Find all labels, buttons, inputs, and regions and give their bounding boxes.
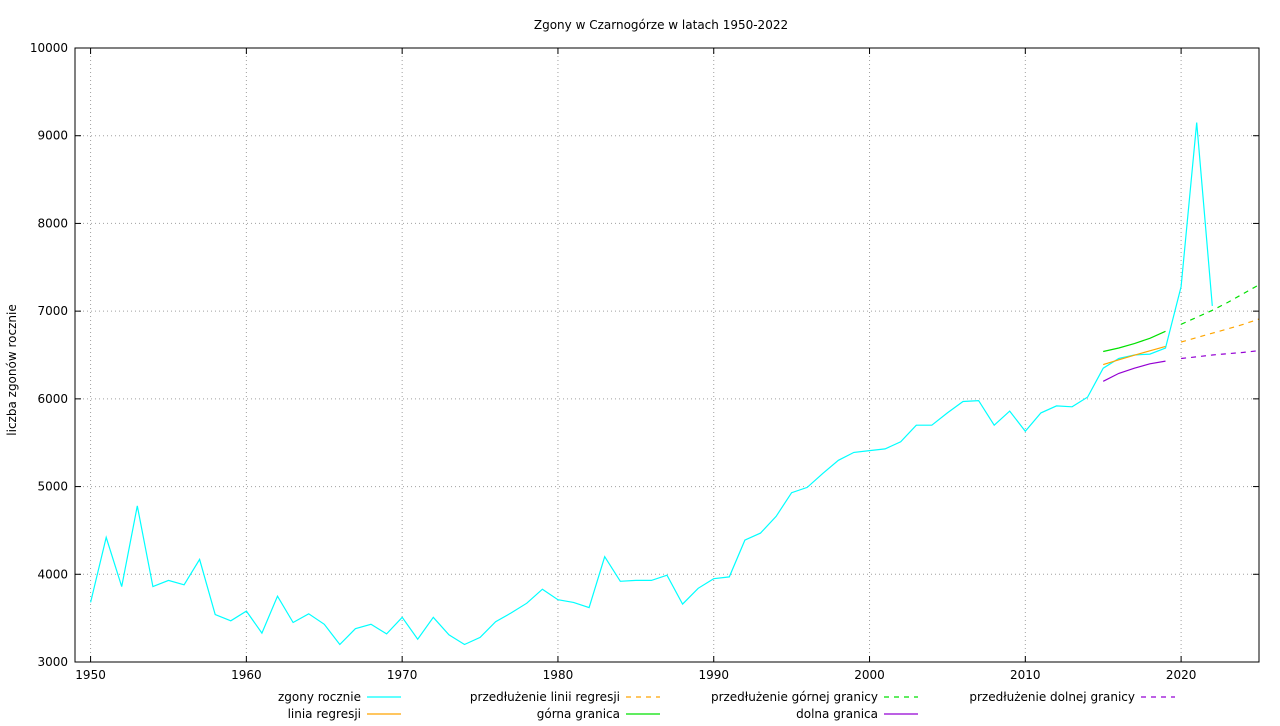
- legend-label: przedłużenie dolnej granicy: [969, 690, 1135, 704]
- legend-label: linia regresji: [288, 707, 361, 721]
- series-line-3: [1180, 318, 1260, 343]
- x-tick-label: 1990: [698, 668, 729, 682]
- series: [90, 122, 1260, 646]
- plot-frame: [74, 47, 1260, 663]
- y-axis-label: liczba zgonów rocznie: [5, 304, 19, 435]
- legend-label: górna granica: [537, 707, 620, 721]
- series-line-1: [90, 122, 1213, 646]
- legend-label: dolna granica: [796, 707, 878, 721]
- legend-label: przedłużenie linii regresji: [470, 690, 620, 704]
- legend-label: przedłużenie górnej granicy: [711, 690, 878, 704]
- x-tick-label: 2010: [1010, 668, 1041, 682]
- y-tick-label: 4000: [37, 567, 68, 581]
- x-tick-label: 1960: [231, 668, 262, 682]
- series-line-2: [1103, 345, 1166, 366]
- grid: [75, 47, 1259, 663]
- legend-label: zgony rocznie: [278, 690, 361, 704]
- x-tick-label: 1970: [387, 668, 418, 682]
- y-tick-label: 3000: [37, 655, 68, 669]
- x-tick-label: 2000: [854, 668, 885, 682]
- series-line-5: [1180, 284, 1260, 325]
- series-line-6: [1102, 360, 1166, 382]
- series-line-4: [1103, 330, 1166, 353]
- series-line-7: [1181, 350, 1260, 360]
- x-tick-label: 1950: [75, 668, 106, 682]
- legend: zgony rocznie linia regresji przedłużenie …: [278, 690, 1175, 721]
- y-tick-label: 8000: [37, 216, 68, 230]
- y-tick-label: 7000: [37, 304, 68, 318]
- y-tick-label: 6000: [37, 392, 68, 406]
- y-tick-label: 5000: [37, 480, 68, 494]
- x-tick-label: 1980: [543, 668, 574, 682]
- x-tick-label: 2020: [1166, 668, 1197, 682]
- chart-title: Zgony w Czarnogórze w latach 1950-2022: [534, 18, 788, 32]
- axes: 1950 1960 1970 1980 1990 2000 2010 2020 3000 4000…: [30, 41, 1259, 682]
- y-tick-label: 10000: [30, 41, 68, 55]
- y-tick-label: 9000: [37, 129, 68, 143]
